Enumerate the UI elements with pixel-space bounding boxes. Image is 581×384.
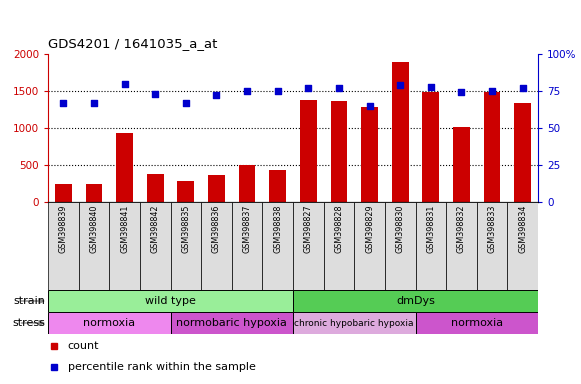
Bar	[507, 202, 538, 290]
Bar	[415, 312, 538, 334]
Bar	[514, 103, 531, 202]
Text: GSM398827: GSM398827	[304, 205, 313, 253]
Bar	[300, 100, 317, 202]
Bar	[483, 93, 500, 202]
Bar	[48, 290, 293, 312]
Text: normoxia: normoxia	[83, 318, 135, 328]
Text: GSM398837: GSM398837	[242, 205, 252, 253]
Point	[181, 100, 191, 106]
Bar	[446, 202, 477, 290]
Bar	[232, 202, 263, 290]
Bar	[48, 202, 78, 290]
Text: normoxia: normoxia	[451, 318, 503, 328]
Bar	[116, 133, 133, 202]
Point	[242, 88, 252, 94]
Bar	[140, 202, 170, 290]
Bar	[453, 127, 470, 202]
Bar	[415, 202, 446, 290]
Bar	[361, 106, 378, 202]
Text: GSM398828: GSM398828	[335, 205, 343, 253]
Bar	[263, 202, 293, 290]
Bar	[170, 202, 201, 290]
Bar	[147, 174, 164, 202]
Bar	[392, 62, 408, 202]
Text: GSM398835: GSM398835	[181, 205, 191, 253]
Text: GSM398829: GSM398829	[365, 205, 374, 253]
Point	[273, 88, 282, 94]
Point	[59, 100, 68, 106]
Bar	[85, 184, 102, 202]
Text: GSM398838: GSM398838	[273, 205, 282, 253]
Point	[426, 83, 436, 89]
Point	[518, 85, 528, 91]
Bar	[324, 202, 354, 290]
Text: GSM398834: GSM398834	[518, 205, 527, 253]
Bar	[293, 290, 538, 312]
Text: GSM398830: GSM398830	[396, 205, 405, 253]
Bar	[201, 202, 232, 290]
Text: normobaric hypoxia: normobaric hypoxia	[176, 318, 287, 328]
Point	[487, 88, 497, 94]
Point	[457, 89, 466, 96]
Text: wild type: wild type	[145, 296, 196, 306]
Text: GSM398832: GSM398832	[457, 205, 466, 253]
Bar	[78, 202, 109, 290]
Text: GSM398840: GSM398840	[89, 205, 98, 253]
Bar	[208, 175, 225, 202]
Point	[304, 85, 313, 91]
Point	[120, 81, 129, 87]
Text: GDS4201 / 1641035_a_at: GDS4201 / 1641035_a_at	[48, 37, 217, 50]
Text: GSM398831: GSM398831	[426, 205, 435, 253]
Text: chronic hypobaric hypoxia: chronic hypobaric hypoxia	[295, 318, 414, 328]
Bar	[293, 312, 415, 334]
Bar	[422, 92, 439, 202]
Bar	[170, 312, 293, 334]
Bar	[354, 202, 385, 290]
Text: GSM398842: GSM398842	[150, 205, 160, 253]
Bar	[385, 202, 415, 290]
Text: strain: strain	[13, 296, 45, 306]
Bar	[109, 202, 140, 290]
Point	[396, 82, 405, 88]
Bar	[48, 312, 170, 334]
Text: GSM398833: GSM398833	[487, 205, 497, 253]
Bar	[293, 202, 324, 290]
Point	[89, 100, 99, 106]
Text: dmDys: dmDys	[396, 296, 435, 306]
Text: GSM398839: GSM398839	[59, 205, 68, 253]
Point	[212, 93, 221, 99]
Bar	[55, 184, 71, 202]
Text: GSM398836: GSM398836	[212, 205, 221, 253]
Bar	[269, 170, 286, 202]
Point	[334, 85, 343, 91]
Bar	[331, 101, 347, 202]
Point	[150, 91, 160, 97]
Bar	[477, 202, 507, 290]
Bar	[239, 165, 256, 202]
Text: percentile rank within the sample: percentile rank within the sample	[67, 362, 256, 372]
Point	[365, 103, 374, 109]
Text: GSM398841: GSM398841	[120, 205, 129, 253]
Bar	[177, 180, 194, 202]
Text: stress: stress	[12, 318, 45, 328]
Text: count: count	[67, 341, 99, 351]
